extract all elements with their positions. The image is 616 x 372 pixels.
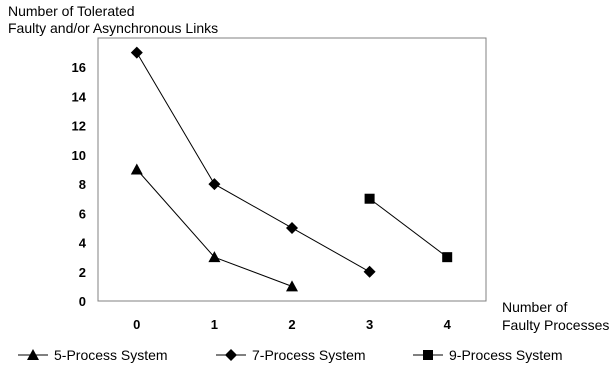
- series-group: [130, 46, 453, 292]
- legend-marker-diamond: [225, 349, 237, 361]
- series-line-diamond: [136, 52, 370, 273]
- data-point-square: [442, 252, 453, 263]
- y-tick-label: 6: [79, 206, 86, 221]
- series-line-square: [369, 198, 448, 258]
- legend-label: 7-Process System: [252, 347, 366, 363]
- y-tick-label: 16: [72, 60, 86, 75]
- data-point-diamond: [363, 265, 376, 278]
- data-point-triangle: [130, 163, 143, 175]
- y-tick-label: 8: [79, 177, 86, 192]
- x-tick-labels: 0 1 2 3 4: [133, 317, 451, 332]
- y-tick-label: 0: [79, 294, 86, 309]
- x-tick-label: 1: [211, 317, 218, 332]
- x-axis-title-line-1: Number of: [502, 299, 567, 315]
- data-point-diamond: [130, 46, 143, 59]
- y-tick-label: 14: [72, 89, 87, 104]
- plot-area: [97, 37, 487, 302]
- legend-label: 9-Process System: [449, 347, 563, 363]
- data-point-triangle: [286, 280, 298, 292]
- data-point-square: [364, 193, 375, 204]
- x-tick-label: 3: [366, 317, 373, 332]
- legend-label: 5-Process System: [54, 347, 168, 363]
- x-tick-label: 2: [288, 317, 295, 332]
- x-axis-title-line-2: Faulty Processes: [502, 317, 609, 333]
- y-axis-title-line-2: Faulty and/or Asynchronous Links: [8, 20, 218, 36]
- legend-marker-square: [423, 350, 433, 360]
- y-tick-label: 4: [79, 236, 87, 251]
- x-tick-label: 0: [133, 317, 140, 332]
- x-tick-label: 4: [444, 317, 452, 332]
- y-tick-label: 2: [79, 265, 86, 280]
- data-point-diamond: [286, 221, 298, 234]
- legend: 5-Process System 7-Process System 9-Proces…: [18, 347, 563, 363]
- y-tick-label: 10: [72, 148, 86, 163]
- data-point-diamond: [208, 178, 221, 191]
- legend-marker-triangle: [27, 349, 39, 360]
- y-axis-title-line-1: Number of Tolerated: [8, 3, 135, 19]
- y-tick-labels: 0 2 4 6 8 10 12 14 16: [72, 60, 87, 309]
- y-tick-label: 12: [72, 119, 86, 134]
- data-point-triangle: [208, 251, 221, 263]
